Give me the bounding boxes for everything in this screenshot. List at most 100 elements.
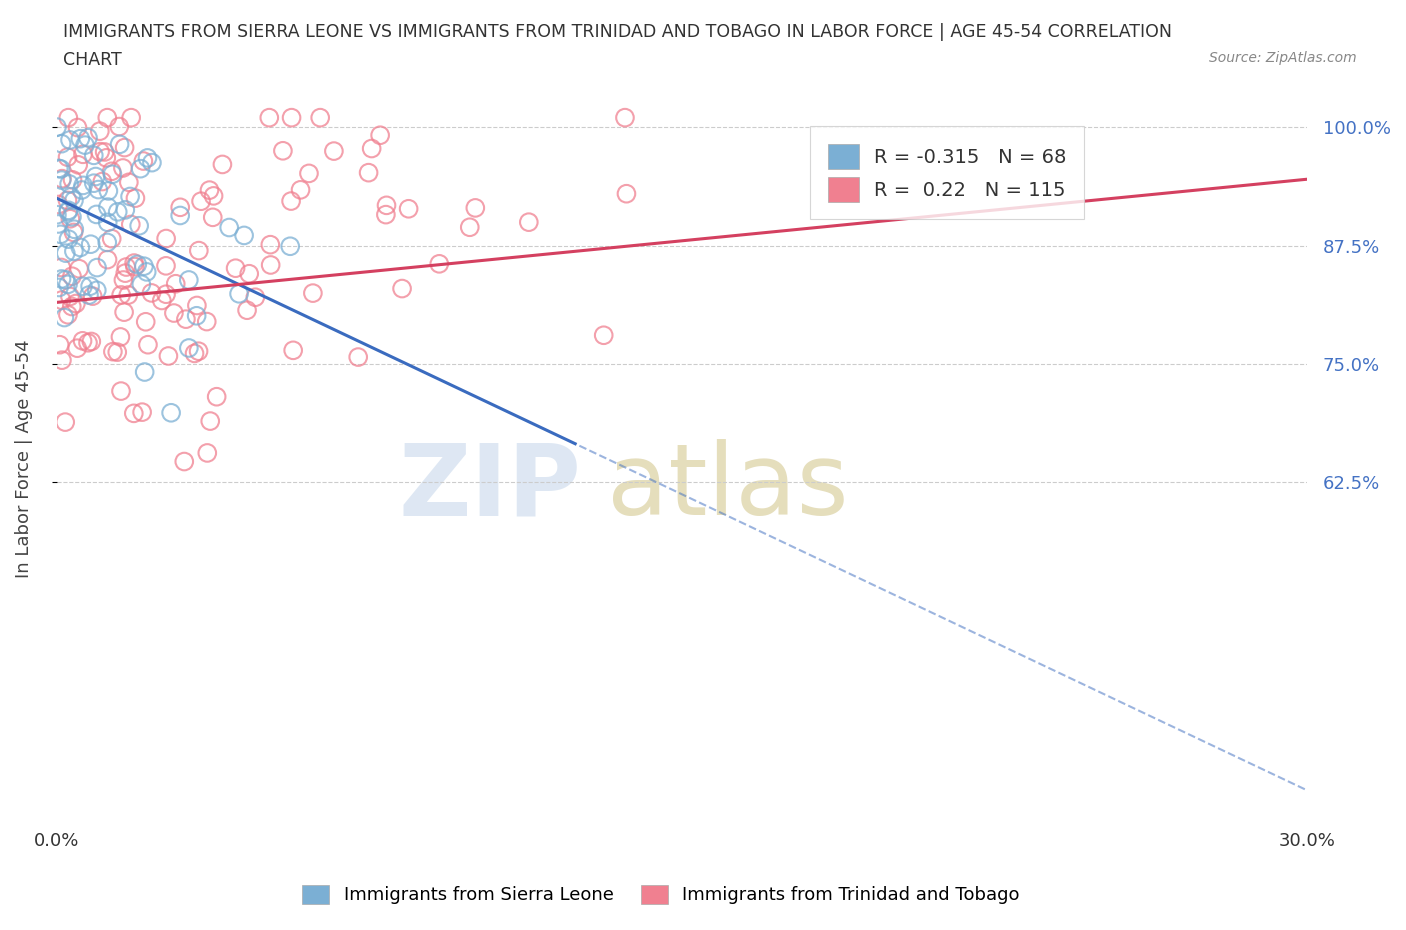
Point	[132, 153, 155, 168]
Point	[115, 259, 138, 274]
Point	[48, 161, 70, 176]
Text: ZIP: ZIP	[399, 439, 582, 536]
Point	[73, 138, 96, 153]
Point	[107, 205, 129, 219]
Point	[97, 183, 120, 198]
Point	[72, 333, 94, 348]
Point	[51, 173, 73, 188]
Legend: R = -0.315   N = 68, R =  0.22   N = 115: R = -0.315 N = 68, R = 0.22 N = 115	[810, 126, 1084, 219]
Y-axis label: In Labor Force | Age 45-54: In Labor Force | Age 45-54	[15, 339, 32, 578]
Point	[82, 288, 104, 303]
Point	[59, 211, 82, 226]
Point	[63, 193, 86, 208]
Point	[77, 336, 100, 351]
Point	[124, 191, 146, 206]
Point	[70, 182, 93, 197]
Point	[100, 232, 122, 246]
Point	[49, 227, 72, 242]
Text: CHART: CHART	[63, 51, 122, 69]
Point	[89, 124, 111, 139]
Point	[112, 305, 135, 320]
Point	[86, 283, 108, 298]
Point	[53, 310, 76, 325]
Point	[77, 287, 100, 302]
Text: Source: ZipAtlas.com: Source: ZipAtlas.com	[1209, 51, 1357, 65]
Point	[260, 258, 283, 272]
Point	[195, 314, 218, 329]
Point	[84, 169, 107, 184]
Point	[228, 286, 250, 301]
Point	[177, 272, 200, 287]
Point	[225, 260, 247, 275]
Point	[136, 338, 159, 352]
Point	[322, 143, 344, 158]
Point	[174, 312, 197, 326]
Point	[201, 210, 224, 225]
Point	[45, 207, 67, 222]
Point	[100, 164, 122, 179]
Point	[245, 290, 267, 305]
Point	[105, 345, 128, 360]
Point	[65, 296, 87, 311]
Point	[135, 264, 157, 279]
Point	[391, 281, 413, 296]
Point	[51, 171, 73, 186]
Point	[259, 111, 281, 126]
Point	[117, 287, 139, 302]
Point	[96, 252, 118, 267]
Point	[97, 215, 120, 230]
Point	[66, 120, 89, 135]
Point	[72, 178, 94, 193]
Point	[122, 256, 145, 271]
Point	[195, 445, 218, 460]
Point	[131, 277, 153, 292]
Point	[458, 219, 481, 234]
Point	[114, 203, 136, 218]
Point	[96, 235, 118, 250]
Legend: Immigrants from Sierra Leone, Immigrants from Trinidad and Tobago: Immigrants from Sierra Leone, Immigrants…	[295, 878, 1026, 911]
Point	[69, 240, 91, 255]
Point	[69, 131, 91, 146]
Point	[80, 334, 103, 349]
Point	[427, 257, 450, 272]
Point	[134, 365, 156, 379]
Point	[169, 208, 191, 223]
Point	[77, 130, 100, 145]
Point	[124, 259, 146, 274]
Point	[127, 257, 149, 272]
Point	[63, 244, 86, 259]
Point	[56, 150, 79, 165]
Point	[60, 269, 83, 284]
Point	[136, 151, 159, 166]
Point	[120, 217, 142, 232]
Point	[80, 237, 103, 252]
Point	[86, 260, 108, 275]
Point	[72, 279, 94, 294]
Point	[155, 259, 177, 273]
Point	[187, 344, 209, 359]
Point	[101, 166, 124, 181]
Point	[56, 307, 79, 322]
Point	[157, 349, 180, 364]
Point	[283, 343, 305, 358]
Point	[347, 350, 370, 365]
Point	[141, 286, 163, 300]
Point	[118, 175, 141, 190]
Point	[91, 174, 114, 189]
Point	[58, 232, 80, 246]
Point	[280, 111, 302, 126]
Point	[51, 260, 73, 275]
Point	[83, 148, 105, 163]
Point	[58, 203, 80, 218]
Point	[464, 201, 486, 216]
Point	[120, 189, 142, 204]
Point	[93, 144, 115, 159]
Point	[218, 220, 240, 235]
Point	[132, 259, 155, 273]
Point	[190, 193, 212, 208]
Point	[89, 144, 111, 159]
Point	[86, 207, 108, 222]
Point	[160, 405, 183, 420]
Point	[51, 136, 73, 151]
Point	[186, 298, 208, 312]
